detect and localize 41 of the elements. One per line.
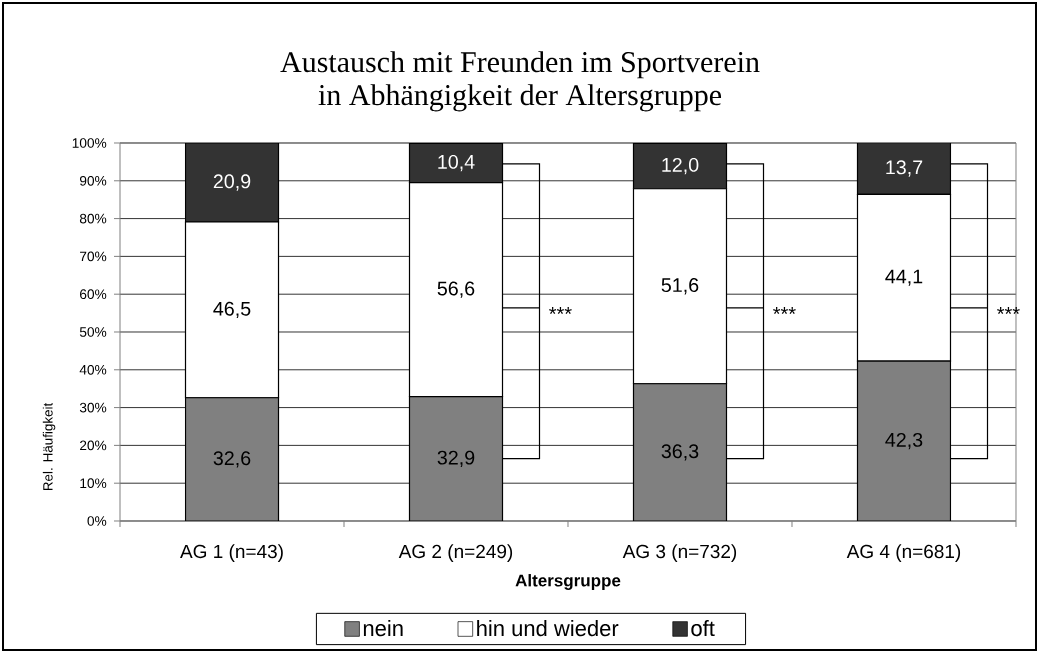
annotation: *** — [773, 307, 796, 315]
x-tick-label: AG 1 (n=43) — [180, 544, 283, 562]
chart-subtitle: in Abhängigkeit der Altersgruppe — [318, 84, 722, 112]
y-tick-label: 30% — [79, 402, 107, 413]
y-tick-label: 10% — [80, 478, 107, 489]
legend-label: hin und wieder — [477, 620, 619, 637]
x-tick-label: AG 4 (n=681) — [846, 544, 961, 562]
x-tick-label: AG 3 (n=732) — [622, 544, 737, 562]
bar — [632, 142, 728, 190]
legend-label: oft — [691, 620, 715, 637]
y-tick-label: 100% — [72, 138, 107, 148]
y-tick-label: 40% — [79, 364, 107, 375]
annotation: *** — [549, 307, 572, 315]
y-axis-title: Rel. Häufigkeit — [42, 402, 56, 491]
legend-label: nein — [363, 620, 403, 637]
data-label: 20,9 — [213, 174, 251, 191]
y-tick-label: 20% — [80, 440, 107, 451]
data-label: 12,0 — [662, 157, 699, 175]
x-tick-label: AG 2 (n=249) — [398, 544, 513, 562]
y-tick-label: 50% — [79, 327, 107, 337]
data-label: 10,4 — [438, 154, 475, 172]
data-label: 42,3 — [885, 432, 923, 450]
chart-title: Austausch mit Freunden im Sportverein — [280, 51, 760, 79]
data-label: 51,6 — [661, 278, 699, 295]
y-tick-label: 0% — [87, 516, 107, 526]
data-label: 32,9 — [437, 450, 475, 467]
x-axis-title: Altersgruppe — [515, 574, 621, 590]
data-label: 46,5 — [213, 301, 251, 319]
bar — [184, 142, 280, 223]
data-label: 32,6 — [213, 451, 251, 468]
y-tick-label: 70% — [80, 251, 107, 262]
y-tick-label: 80% — [79, 213, 107, 224]
y-tick-label: 60% — [80, 289, 107, 300]
y-tick-label: 90% — [79, 175, 107, 186]
data-label: 56,6 — [437, 281, 475, 298]
bar — [856, 142, 952, 195]
data-label: 13,7 — [886, 160, 923, 177]
data-label: 36,3 — [661, 444, 699, 461]
data-label: 44,1 — [885, 269, 923, 286]
annotation: *** — [997, 307, 1020, 315]
bar — [408, 142, 504, 184]
